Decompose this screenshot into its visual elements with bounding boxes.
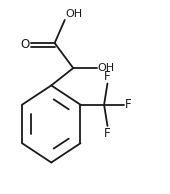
Text: F: F	[125, 98, 132, 111]
Text: O: O	[20, 38, 30, 51]
Text: OH: OH	[66, 9, 83, 19]
Text: OH: OH	[98, 63, 115, 73]
Text: F: F	[104, 127, 111, 140]
Text: F: F	[104, 70, 111, 83]
